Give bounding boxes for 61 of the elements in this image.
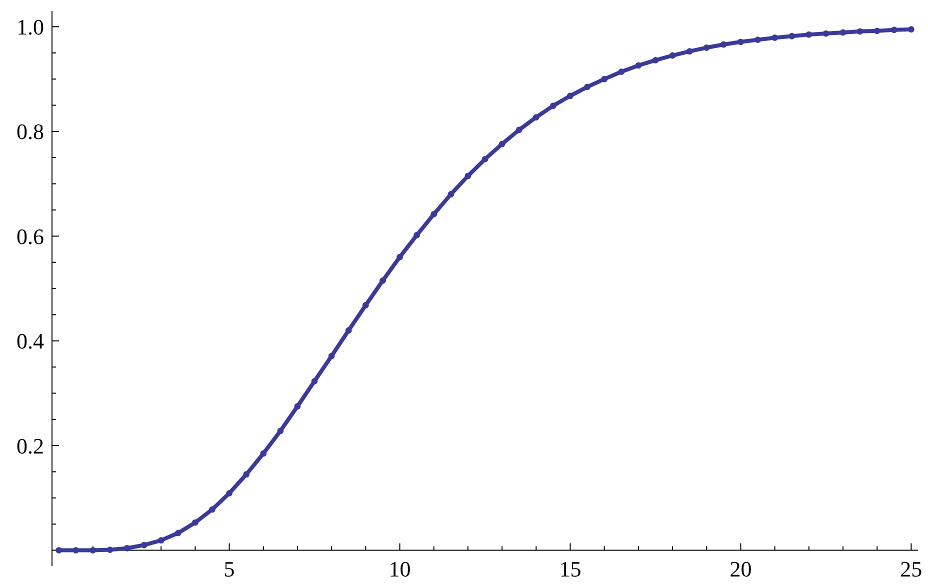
x-tick-label: 5 [224, 556, 235, 582]
point [345, 327, 352, 334]
x-tick-label: 15 [559, 556, 582, 582]
x-tick-label: 25 [900, 556, 922, 582]
y-tick-label: 0.6 [16, 224, 44, 249]
point [243, 471, 250, 478]
point [806, 31, 812, 38]
x-tick-label: 20 [730, 556, 752, 582]
point [856, 28, 864, 35]
point [618, 68, 625, 75]
point [226, 490, 232, 496]
point [567, 92, 574, 100]
point [635, 62, 642, 69]
point [822, 30, 830, 37]
point [140, 542, 148, 548]
point [464, 172, 472, 180]
point [56, 547, 62, 554]
point [652, 57, 659, 64]
point [430, 210, 438, 218]
point [90, 547, 96, 554]
point [601, 76, 608, 82]
point [192, 519, 198, 526]
y-tick-label: 0.4 [16, 328, 44, 354]
y-tick-label: 0.8 [16, 119, 44, 144]
point [482, 156, 488, 162]
point [311, 378, 318, 384]
point [498, 140, 506, 148]
point [754, 36, 761, 43]
point [738, 38, 744, 46]
point [106, 546, 114, 553]
point [72, 547, 80, 554]
point [277, 428, 284, 434]
point [584, 84, 590, 90]
point [772, 34, 778, 41]
point [124, 545, 130, 552]
point [414, 232, 420, 238]
point [720, 41, 727, 48]
point [840, 29, 846, 36]
point [209, 506, 216, 513]
point [516, 126, 522, 134]
point [448, 191, 454, 198]
point [908, 26, 914, 33]
point [890, 26, 898, 34]
point [158, 537, 164, 544]
point [174, 530, 182, 536]
point [686, 48, 693, 55]
y-tick-label: 1.0 [16, 14, 44, 40]
point [532, 114, 540, 120]
point [874, 28, 880, 34]
point [788, 32, 796, 40]
point [703, 44, 710, 51]
x-tick-label: 10 [388, 556, 411, 582]
point [669, 52, 676, 59]
point [294, 403, 301, 410]
y-tick-label: 0.2 [16, 433, 44, 458]
point [550, 102, 556, 109]
point [260, 450, 267, 457]
point [328, 352, 335, 360]
point [396, 254, 403, 260]
point [362, 302, 369, 308]
point [380, 277, 386, 284]
